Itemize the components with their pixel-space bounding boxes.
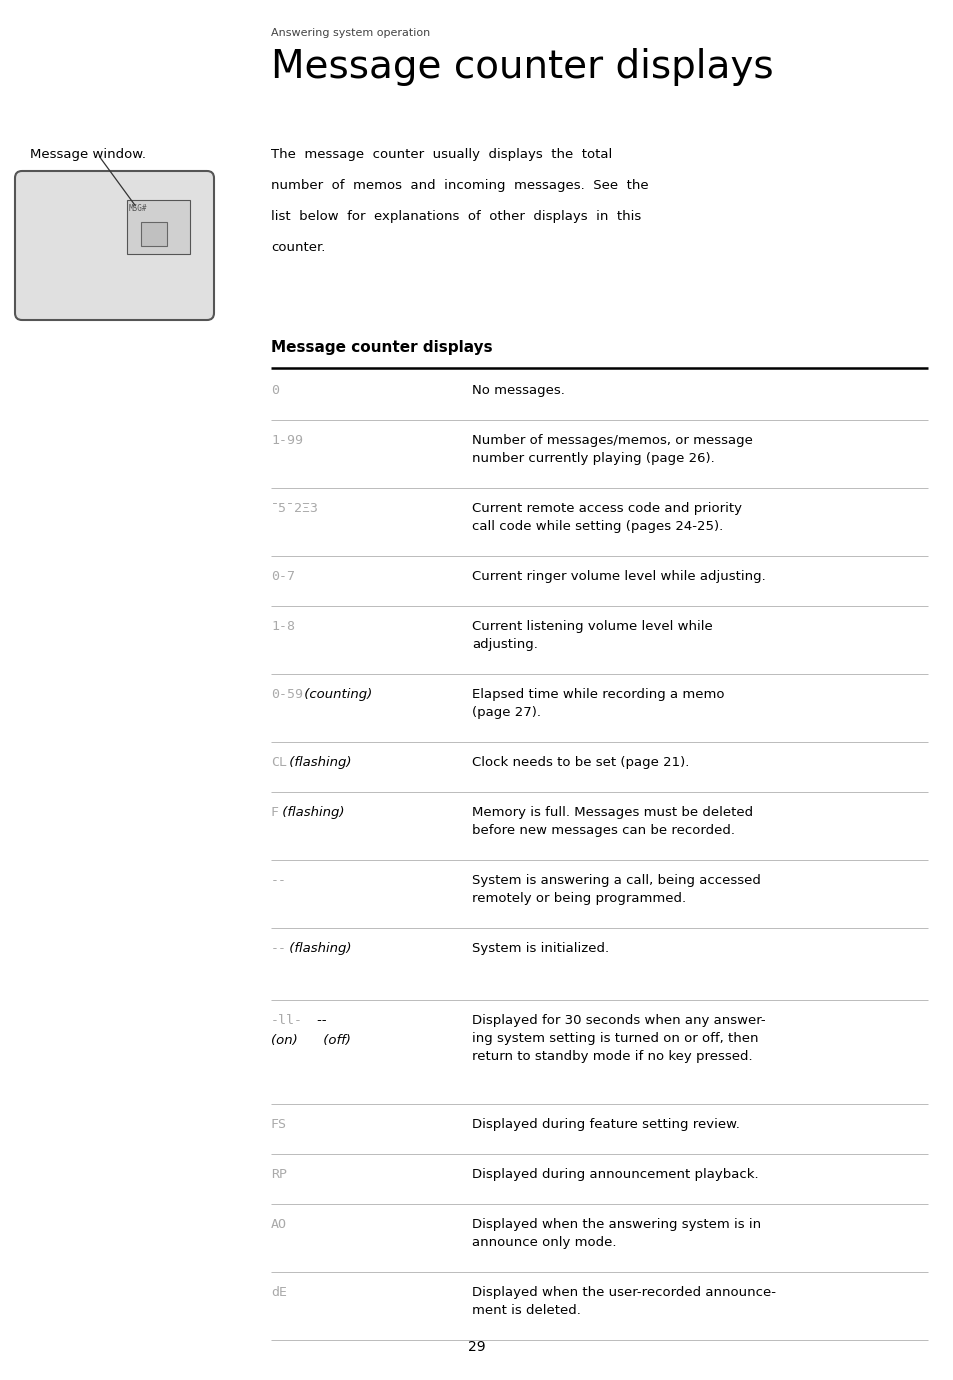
Text: (flashing): (flashing)	[285, 756, 352, 769]
Text: Current ringer volume level while adjusting.: Current ringer volume level while adjust…	[472, 570, 765, 582]
Text: ing system setting is turned on or off, then: ing system setting is turned on or off, …	[472, 1032, 758, 1045]
Text: (on)      (off): (on) (off)	[271, 1034, 351, 1047]
Text: ment is deleted.: ment is deleted.	[472, 1304, 580, 1317]
FancyBboxPatch shape	[15, 171, 213, 320]
Text: Number of messages/memos, or message: Number of messages/memos, or message	[472, 433, 752, 447]
Text: RP: RP	[271, 1167, 287, 1181]
Text: MSG#: MSG#	[129, 204, 148, 213]
Text: --: --	[271, 874, 287, 887]
Text: Displayed during announcement playback.: Displayed during announcement playback.	[472, 1167, 758, 1181]
Text: Current remote access code and priority: Current remote access code and priority	[472, 502, 741, 515]
Text: Displayed for 30 seconds when any answer-: Displayed for 30 seconds when any answer…	[472, 1014, 765, 1027]
Text: adjusting.: adjusting.	[472, 638, 537, 651]
Text: call code while setting (pages 24-25).: call code while setting (pages 24-25).	[472, 520, 722, 533]
Text: CL: CL	[271, 756, 287, 769]
Text: 1-8: 1-8	[271, 620, 294, 633]
Text: Displayed during feature setting review.: Displayed during feature setting review.	[472, 1118, 740, 1132]
Text: F: F	[271, 806, 278, 818]
Text: return to standby mode if no key pressed.: return to standby mode if no key pressed…	[472, 1050, 752, 1063]
Text: --: --	[271, 943, 287, 955]
Bar	[141, 222, 167, 246]
Text: announce only mode.: announce only mode.	[472, 1236, 616, 1249]
Text: 0-7: 0-7	[271, 570, 294, 582]
Text: (counting): (counting)	[299, 689, 372, 701]
Text: System is answering a call, being accessed: System is answering a call, being access…	[472, 874, 760, 887]
Text: Current listening volume level while: Current listening volume level while	[472, 620, 712, 633]
Text: (flashing): (flashing)	[278, 806, 344, 818]
Text: dE: dE	[271, 1286, 287, 1299]
Bar	[127, 200, 190, 254]
Text: Clock needs to be set (page 21).: Clock needs to be set (page 21).	[472, 756, 689, 769]
Text: Message counter displays: Message counter displays	[271, 339, 492, 355]
Text: Displayed when the answering system is in: Displayed when the answering system is i…	[472, 1219, 760, 1231]
Text: 1-99: 1-99	[271, 433, 303, 447]
Text: The  message  counter  usually  displays  the  total: The message counter usually displays the…	[271, 148, 612, 161]
Text: FS: FS	[271, 1118, 287, 1132]
Text: Elapsed time while recording a memo: Elapsed time while recording a memo	[472, 689, 723, 701]
Text: number  of  memos  and  incoming  messages.  See  the: number of memos and incoming messages. S…	[271, 179, 648, 192]
Text: Memory is full. Messages must be deleted: Memory is full. Messages must be deleted	[472, 806, 752, 818]
Text: 0-59: 0-59	[271, 689, 303, 701]
Text: before new messages can be recorded.: before new messages can be recorded.	[472, 824, 734, 838]
Text: (page 27).: (page 27).	[472, 707, 540, 719]
Text: Message window.: Message window.	[30, 148, 146, 161]
Text: remotely or being programmed.: remotely or being programmed.	[472, 891, 685, 905]
Text: (flashing): (flashing)	[285, 943, 352, 955]
Text: Displayed when the user-recorded announce-: Displayed when the user-recorded announc…	[472, 1286, 775, 1299]
Text: No messages.: No messages.	[472, 384, 564, 397]
Text: 29: 29	[468, 1340, 485, 1354]
Text: number currently playing (page 26).: number currently playing (page 26).	[472, 453, 714, 465]
Text: 0: 0	[271, 384, 278, 397]
Text: AO: AO	[271, 1219, 287, 1231]
Text: --: --	[299, 1014, 326, 1027]
Text: list  below  for  explanations  of  other  displays  in  this: list below for explanations of other dis…	[271, 210, 640, 224]
Text: ¯5¯2Ξ3: ¯5¯2Ξ3	[271, 502, 318, 515]
Text: counter.: counter.	[271, 241, 325, 254]
Text: Message counter displays: Message counter displays	[271, 48, 773, 86]
Text: System is initialized.: System is initialized.	[472, 943, 608, 955]
Text: -ll-: -ll-	[271, 1014, 303, 1027]
Text: Answering system operation: Answering system operation	[271, 28, 430, 39]
